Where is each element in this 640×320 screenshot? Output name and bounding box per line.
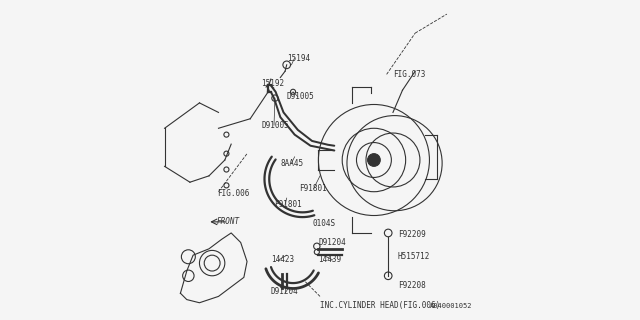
Text: F91801: F91801	[274, 200, 301, 209]
Text: F91801: F91801	[300, 184, 327, 193]
Text: D91005: D91005	[261, 121, 289, 130]
Text: D91204: D91204	[319, 238, 346, 247]
Text: FRONT: FRONT	[217, 217, 240, 226]
Text: 14423: 14423	[271, 255, 294, 264]
Text: FIG.073: FIG.073	[393, 70, 426, 79]
Text: D91204: D91204	[271, 287, 299, 296]
Text: FIG.006: FIG.006	[217, 189, 249, 198]
Text: 0104S: 0104S	[312, 219, 335, 228]
Text: H515712: H515712	[397, 252, 430, 261]
Text: D91005: D91005	[287, 92, 314, 101]
Text: 14439: 14439	[319, 255, 342, 264]
Text: INC.CYLINDER HEAD(FIG.006): INC.CYLINDER HEAD(FIG.006)	[320, 301, 440, 310]
Text: A040001052: A040001052	[430, 303, 472, 309]
Text: 8AA45: 8AA45	[280, 159, 303, 168]
Text: 15194: 15194	[287, 54, 310, 63]
Text: 15192: 15192	[261, 79, 284, 88]
Text: F92208: F92208	[397, 281, 426, 290]
Circle shape	[367, 154, 380, 166]
Text: F92209: F92209	[397, 230, 426, 239]
